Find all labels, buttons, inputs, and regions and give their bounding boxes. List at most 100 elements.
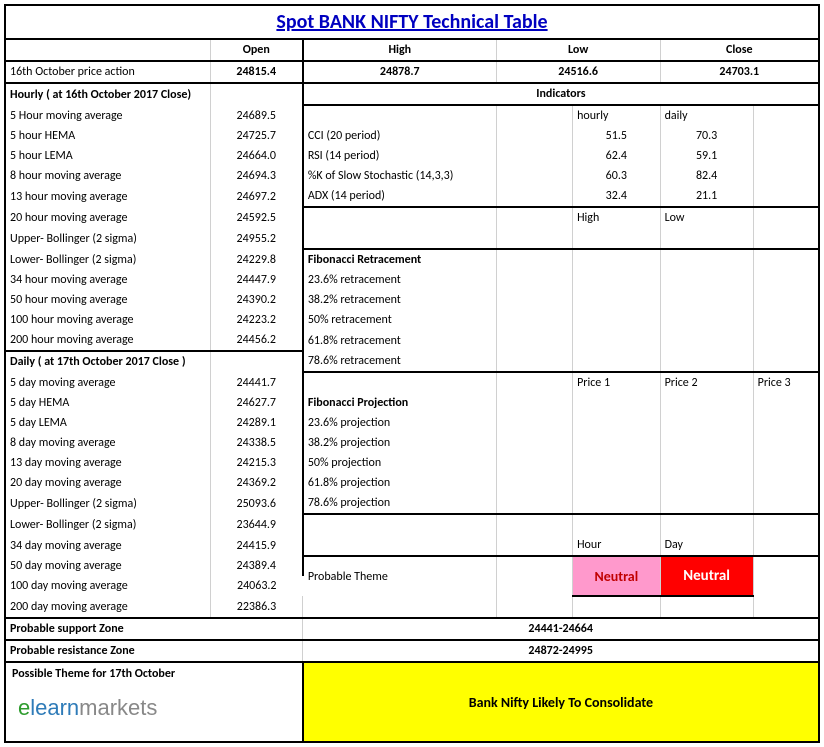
ma-value: 24694.3 bbox=[210, 166, 303, 186]
possible-theme-cell: Possible Theme for 17th October elearnma… bbox=[6, 662, 303, 741]
ma-value: 22386.3 bbox=[210, 596, 303, 618]
possible-theme-value: Bank Nifty Likely To Consolidate bbox=[303, 662, 818, 741]
ind-daily: 82.4 bbox=[660, 166, 753, 186]
hdr-low: Low bbox=[496, 40, 660, 61]
ma-label: 5 day moving average bbox=[6, 372, 210, 393]
hdr-high: High bbox=[303, 40, 496, 61]
probable-theme-label: Probable Theme bbox=[303, 556, 496, 596]
technical-table: Spot BANK NIFTY Technical Table Open Hig… bbox=[4, 4, 820, 743]
hdr-open: Open bbox=[210, 40, 303, 61]
ma-label: 100 day moving average bbox=[6, 576, 210, 596]
ma-label: 5 hour LEMA bbox=[6, 146, 210, 166]
highlow-high: High bbox=[573, 207, 660, 228]
ma-label: 13 day moving average bbox=[6, 453, 210, 473]
ma-label: 20 day moving average bbox=[6, 473, 210, 493]
price-col: Price 2 bbox=[660, 372, 753, 393]
ind-label: CCI (20 period) bbox=[303, 126, 496, 146]
resistance-value: 24872-24995 bbox=[303, 640, 818, 662]
ma-label: 100 hour moving average bbox=[6, 310, 210, 330]
pa-low: 24516.6 bbox=[496, 61, 660, 83]
ma-value: 24338.5 bbox=[210, 433, 303, 453]
ma-value: 24447.9 bbox=[210, 270, 303, 290]
ind-label: ADX (14 period) bbox=[303, 186, 496, 207]
ma-label: 34 day moving average bbox=[6, 535, 210, 556]
theme-day-value: Neutral bbox=[660, 556, 753, 596]
ind-daily: 21.1 bbox=[660, 186, 753, 207]
ma-label: Upper- Bollinger (2 sigma) bbox=[6, 493, 210, 514]
ind-col-hourly: hourly bbox=[573, 105, 660, 126]
hdr-close: Close bbox=[660, 40, 818, 61]
ma-value: 24289.1 bbox=[210, 413, 303, 433]
ma-label: 5 day HEMA bbox=[6, 393, 210, 413]
ma-value: 24697.2 bbox=[210, 186, 303, 207]
ma-label: 50 hour moving average bbox=[6, 290, 210, 310]
indicators-header: Indicators bbox=[303, 83, 818, 105]
fib-ret: 78.6% retracement bbox=[303, 351, 496, 372]
ma-value: 24592.5 bbox=[210, 207, 303, 228]
ind-daily: 70.3 bbox=[660, 126, 753, 146]
ind-hourly: 51.5 bbox=[573, 126, 660, 146]
possible-theme-label: Possible Theme for 17th October bbox=[12, 667, 296, 681]
ma-label: 8 day moving average bbox=[6, 433, 210, 453]
theme-hour-value: Neutral bbox=[573, 556, 660, 596]
ma-label: 5 Hour moving average bbox=[6, 105, 210, 126]
ma-label: 34 hour moving average bbox=[6, 270, 210, 290]
ma-value: 24229.8 bbox=[210, 249, 303, 270]
ma-label: Lower- Bollinger (2 sigma) bbox=[6, 249, 210, 270]
ma-value: 24223.2 bbox=[210, 310, 303, 330]
ma-value: 24415.9 bbox=[210, 535, 303, 556]
resistance-label: Probable resistance Zone bbox=[6, 640, 303, 662]
ma-label: 5 day LEMA bbox=[6, 413, 210, 433]
price-col: Price 3 bbox=[753, 372, 818, 393]
ma-value: 23644.9 bbox=[210, 514, 303, 535]
theme-day-col: Day bbox=[660, 535, 753, 556]
ma-value: 24369.2 bbox=[210, 473, 303, 493]
ma-label: 8 hour moving average bbox=[6, 166, 210, 186]
ma-value: 24441.7 bbox=[210, 372, 303, 393]
ma-label: 20 hour moving average bbox=[6, 207, 210, 228]
fib-ret: 61.8% retracement bbox=[303, 330, 496, 351]
fib-proj: 78.6% projection bbox=[303, 493, 496, 514]
ma-label: Lower- Bollinger (2 sigma) bbox=[6, 514, 210, 535]
theme-hour-col: Hour bbox=[573, 535, 660, 556]
fib-proj: 61.8% projection bbox=[303, 473, 496, 493]
price-col: Price 1 bbox=[573, 372, 660, 393]
ma-value: 24456.2 bbox=[210, 330, 303, 351]
fib-ret: 50% retracement bbox=[303, 310, 496, 330]
fib-ret-title: Fibonacci Retracement bbox=[303, 249, 496, 270]
ma-label: 200 day moving average bbox=[6, 596, 210, 618]
ma-value: 24725.7 bbox=[210, 126, 303, 146]
pa-close: 24703.1 bbox=[660, 61, 818, 83]
ma-value: 24664.0 bbox=[210, 146, 303, 166]
fib-ret: 38.2% retracement bbox=[303, 290, 496, 310]
ind-label: %K of Slow Stochastic (14,3,3) bbox=[303, 166, 496, 186]
ma-value: 24390.2 bbox=[210, 290, 303, 310]
ind-hourly: 32.4 bbox=[573, 186, 660, 207]
fib-proj: 50% projection bbox=[303, 453, 496, 473]
fib-proj-title: Fibonacci Projection bbox=[303, 393, 496, 413]
ma-value: 24689.5 bbox=[210, 105, 303, 126]
ind-hourly: 62.4 bbox=[573, 146, 660, 166]
support-value: 24441-24664 bbox=[303, 618, 818, 640]
highlow-low: Low bbox=[660, 207, 753, 228]
daily-section: Daily ( at 17th October 2017 Close ) bbox=[6, 351, 210, 372]
main-grid: Open High Low Close 16th October price a… bbox=[6, 40, 818, 741]
support-label: Probable support Zone bbox=[6, 618, 303, 640]
ma-label: 50 day moving average bbox=[6, 556, 210, 576]
fib-ret: 23.6% retracement bbox=[303, 270, 496, 290]
ma-value: 24389.4 bbox=[210, 556, 303, 576]
ma-label: 5 hour HEMA bbox=[6, 126, 210, 146]
ma-label: Upper- Bollinger (2 sigma) bbox=[6, 228, 210, 249]
ma-value: 24627.7 bbox=[210, 393, 303, 413]
ind-label: RSI (14 period) bbox=[303, 146, 496, 166]
ma-value: 24063.2 bbox=[210, 576, 303, 596]
pa-open: 24815.4 bbox=[210, 61, 303, 83]
ind-daily: 59.1 bbox=[660, 146, 753, 166]
fib-proj: 38.2% projection bbox=[303, 433, 496, 453]
ma-label: 200 hour moving average bbox=[6, 330, 210, 351]
ma-value: 24955.2 bbox=[210, 228, 303, 249]
price-action-label: 16th October price action bbox=[6, 61, 210, 83]
ma-value: 25093.6 bbox=[210, 493, 303, 514]
ma-label: 13 hour moving average bbox=[6, 186, 210, 207]
pa-high: 24878.7 bbox=[303, 61, 496, 83]
